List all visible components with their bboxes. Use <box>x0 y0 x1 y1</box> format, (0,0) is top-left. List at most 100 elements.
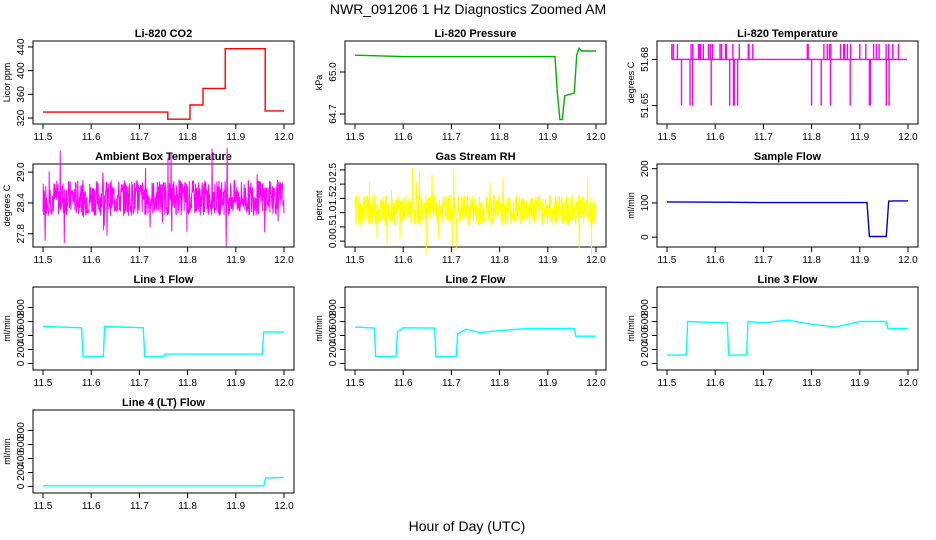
x-tick-label: 12.0 <box>898 132 918 143</box>
y-axis-label: ml/min <box>2 315 12 342</box>
x-tick-label: 11.7 <box>442 255 461 266</box>
y-axis-label: ml/min <box>314 315 324 342</box>
y-tick-label: 400 <box>328 327 339 344</box>
x-tick-label: 11.8 <box>178 501 197 512</box>
series-line-1 <box>667 319 908 356</box>
x-tick-label: 11.6 <box>82 255 101 266</box>
x-tick-label: 11.5 <box>658 378 677 389</box>
y-tick-label: 28.4 <box>16 193 27 213</box>
x-tick-label: 12.0 <box>586 378 606 389</box>
panel-title: Line 2 Flow <box>446 274 506 286</box>
panel-7: Line 1 Flow ml/min 11.5 11.6 11.7 11.8 11.9 12.… <box>2 274 295 389</box>
x-tick-label: 11.7 <box>130 132 149 143</box>
x-tick-label: 11.9 <box>538 132 557 143</box>
y-axis-label: percent <box>314 190 324 221</box>
panel-5: Gas Stream RH percent 11.5 11.6 11.7 11.8 11.9… <box>314 151 607 266</box>
y-tick-label: 64.7 <box>328 104 339 124</box>
plot-frame <box>656 40 919 125</box>
x-tick-label: 11.5 <box>658 255 677 266</box>
y-axis-label: ml/min <box>2 438 12 465</box>
x-tick-label: 11.8 <box>490 378 509 389</box>
x-tick-label: 11.7 <box>442 378 461 389</box>
panel-title: Ambient Box Temperature <box>95 151 232 163</box>
x-tick-label: 11.9 <box>226 378 245 389</box>
x-tick-label: 11.5 <box>346 255 365 266</box>
panel-6: Sample Flow ml/min 11.5 11.6 11.7 11.8 11.9 12.… <box>626 151 919 266</box>
y-tick-label: 400 <box>16 62 27 79</box>
x-tick-label: 11.6 <box>82 378 101 389</box>
x-tick-label: 11.9 <box>850 132 869 143</box>
x-tick-label: 11.6 <box>706 255 725 266</box>
y-tick-label: 200 <box>16 464 27 481</box>
x-tick-label: 11.6 <box>82 501 101 512</box>
x-tick-label: 11.5 <box>34 132 53 143</box>
plot-frame <box>344 286 607 371</box>
x-tick-label: 11.7 <box>754 255 773 266</box>
series-line-1 <box>354 326 596 358</box>
x-tick-label: 12.0 <box>274 501 294 512</box>
figure-xlabel: Hour of Day (UTC) <box>409 518 526 534</box>
y-tick-label: 51.68 <box>640 46 651 71</box>
plot-frame <box>656 163 919 248</box>
y-tick-label: 800 <box>16 422 27 439</box>
y-tick-label: 600 <box>16 436 27 453</box>
y-tick-label: 440 <box>16 38 27 55</box>
y-tick-label: 400 <box>16 450 27 467</box>
x-tick-label: 11.8 <box>178 378 197 389</box>
x-tick-label: 11.9 <box>538 255 557 266</box>
plot-frame <box>32 163 295 248</box>
y-tick-label: 0 <box>16 360 27 366</box>
panel-title: Li-820 Temperature <box>737 28 838 40</box>
panel-8: Line 2 Flow ml/min 11.5 11.6 11.7 11.8 11.9 12.… <box>314 274 607 389</box>
y-tick-label: 800 <box>16 299 27 316</box>
panel-title: Gas Stream RH <box>435 151 515 163</box>
plot-frame <box>32 40 295 125</box>
y-tick-label: 400 <box>640 327 651 344</box>
y-tick-label: 200 <box>640 160 651 177</box>
panel-title: Line 3 Flow <box>758 274 818 286</box>
y-tick-label: 600 <box>328 313 339 330</box>
panel-title: Li-820 CO2 <box>135 28 192 40</box>
plot-frame <box>344 163 607 248</box>
y-tick-label: 1.5 <box>328 191 339 205</box>
series-line-1 <box>354 46 596 121</box>
x-tick-label: 11.5 <box>34 255 53 266</box>
series-line-1 <box>42 147 285 247</box>
y-tick-label: 2.5 <box>328 162 339 176</box>
panel-title: Line 4 (LT) Flow <box>122 397 205 409</box>
x-tick-label: 11.5 <box>346 132 365 143</box>
y-tick-label: 800 <box>640 299 651 316</box>
panel-2: Li-820 Pressure kPa 11.5 11.6 11.7 11.8 11.9 12… <box>314 28 607 143</box>
panel-9: Line 3 Flow ml/min 11.5 11.6 11.7 11.8 11.9 12.… <box>626 274 919 389</box>
x-tick-label: 11.5 <box>658 132 677 143</box>
x-tick-label: 11.7 <box>442 132 461 143</box>
x-tick-label: 11.9 <box>226 501 245 512</box>
y-axis-label: Licor ppm <box>2 63 12 103</box>
x-tick-label: 12.0 <box>898 255 918 266</box>
panel-4: Ambient Box Temperature degrees C 11.5 11.6… <box>2 147 295 266</box>
x-tick-label: 11.6 <box>394 255 413 266</box>
y-tick-label: 51.65 <box>640 93 651 118</box>
y-tick-label: 800 <box>328 299 339 316</box>
x-tick-label: 11.5 <box>34 501 53 512</box>
series-line-1 <box>354 167 597 255</box>
y-tick-label: 360 <box>16 86 27 103</box>
series-line-1 <box>666 200 908 238</box>
series-line-1 <box>43 48 284 120</box>
y-tick-label: 0 <box>640 234 651 240</box>
y-axis-label: ml/min <box>626 192 636 219</box>
y-tick-label: 1.0 <box>328 205 339 219</box>
y-tick-label: 200 <box>640 341 651 358</box>
y-tick-label: 2.0 <box>328 177 339 191</box>
y-tick-label: 29.0 <box>16 162 27 182</box>
x-tick-label: 11.5 <box>34 378 53 389</box>
x-tick-label: 11.6 <box>394 378 413 389</box>
x-tick-label: 11.7 <box>754 378 773 389</box>
x-tick-label: 12.0 <box>898 378 918 389</box>
y-tick-label: 320 <box>16 109 27 126</box>
y-tick-label: 0 <box>16 483 27 489</box>
plot-frame <box>32 286 295 371</box>
x-tick-label: 11.8 <box>802 255 821 266</box>
x-tick-label: 11.6 <box>706 132 725 143</box>
